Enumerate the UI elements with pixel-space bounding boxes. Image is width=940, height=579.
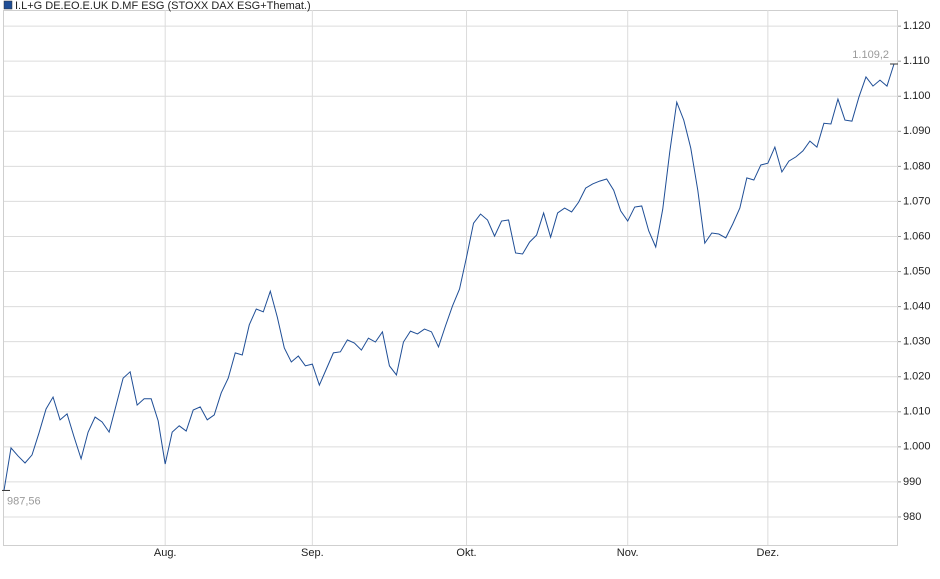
legend-swatch [3, 0, 13, 10]
x-tick-label: Okt. [456, 547, 476, 559]
y-tick-label: 990 [903, 476, 921, 488]
legend-label: I.L+G DE.EO.E.UK D.MF ESG (STOXX DAX ESG… [15, 0, 311, 12]
y-tick-label: 1.100 [903, 90, 931, 102]
x-tick-label: Dez. [757, 547, 780, 559]
series-line [3, 63, 895, 491]
x-tick-label: Nov. [617, 547, 639, 559]
x-tick-label: Aug. [154, 547, 177, 559]
y-tick-label: 1.110 [903, 55, 930, 67]
y-tick-label: 1.010 [903, 406, 931, 418]
x-tick-label: Sep. [301, 547, 324, 559]
y-tick-label: 1.000 [903, 441, 931, 453]
end-label: 1.109,2 [852, 49, 889, 61]
legend: I.L+G DE.EO.E.UK D.MF ESG (STOXX DAX ESG… [3, 0, 311, 12]
y-tick-label: 1.070 [903, 195, 931, 207]
y-tick-label: 1.080 [903, 160, 931, 172]
y-tick-label: 1.040 [903, 301, 931, 313]
y-tick-label: 1.090 [903, 125, 931, 137]
y-tick-label: 1.120 [903, 20, 931, 32]
start-label: 987,56 [7, 495, 41, 507]
y-tick-label: 1.030 [903, 336, 931, 348]
plot-frame [3, 10, 898, 546]
y-tick-label: 1.050 [903, 265, 931, 277]
y-tick-label: 980 [903, 511, 921, 523]
y-tick-label: 1.020 [903, 371, 931, 383]
y-tick-label: 1.060 [903, 230, 931, 242]
